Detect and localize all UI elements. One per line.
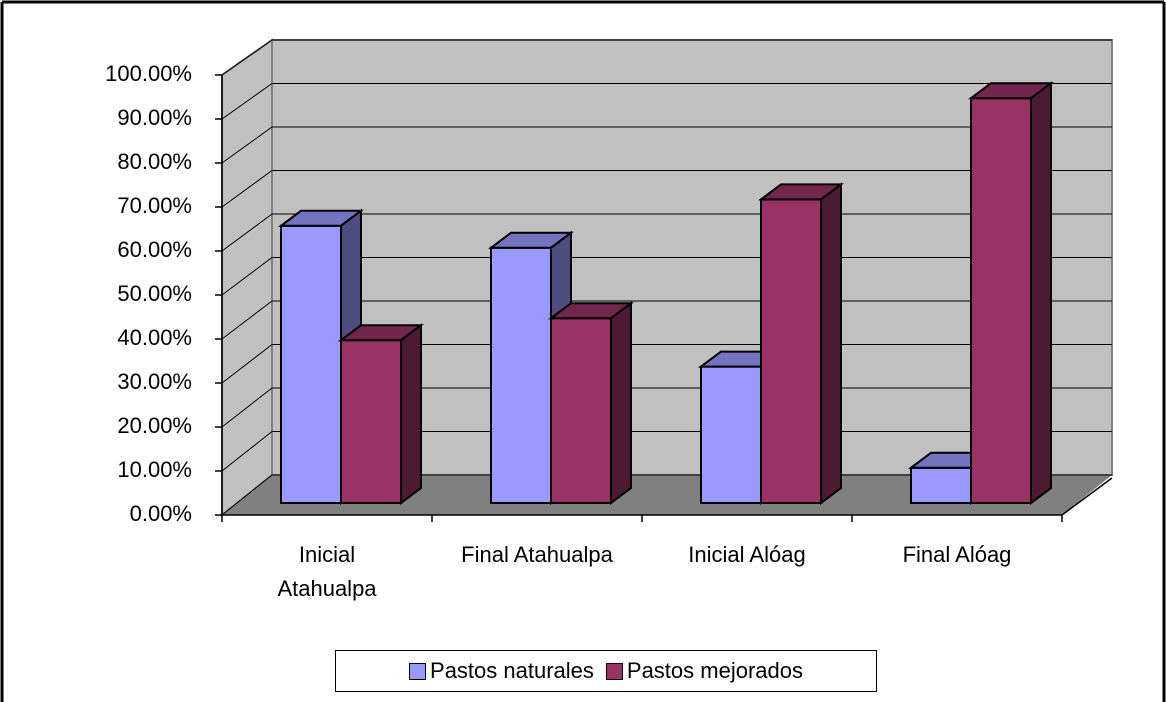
- y-tick-label: 40.00%: [117, 325, 192, 350]
- y-tick-label: 90.00%: [117, 105, 192, 130]
- grid-line: [221, 300, 273, 340]
- y-tick-label: 30.00%: [117, 369, 192, 394]
- bar-front: [910, 466, 972, 504]
- side-wall: [221, 38, 273, 518]
- bar-front: [550, 317, 612, 505]
- legend-item: Pastos mejorados: [605, 658, 803, 684]
- bar-front: [340, 339, 402, 505]
- y-tick-label: 0.00%: [130, 501, 192, 526]
- floor-edge: [1061, 477, 1113, 516]
- grid-line: [221, 39, 273, 76]
- bar-side: [400, 323, 422, 505]
- bar-front: [760, 198, 822, 504]
- legend-item: Pastos naturales: [409, 658, 594, 684]
- bar-front: [700, 365, 762, 504]
- x-tick-label: Inicial Alóag: [688, 542, 806, 567]
- bar-front: [280, 224, 342, 505]
- legend-label: Pastos mejorados: [626, 658, 803, 683]
- grid-line: [221, 344, 273, 384]
- x-tick-label: Final Alóag: [902, 542, 1012, 567]
- grid-line: [221, 257, 273, 296]
- legend-swatch: [409, 662, 427, 680]
- grid-line: [221, 387, 273, 428]
- legend: Pastos naturales Pastos mejorados: [335, 650, 877, 692]
- legend-label: Pastos naturales: [430, 658, 594, 683]
- grid-line: [221, 126, 273, 164]
- legend-swatch: [605, 662, 623, 680]
- y-tick-label: 70.00%: [117, 193, 192, 218]
- grid-line: [221, 474, 273, 516]
- y-tick-label: 80.00%: [117, 149, 192, 174]
- floor: [222, 475, 1112, 515]
- bar-side: [610, 301, 632, 505]
- y-tick-label: 10.00%: [117, 457, 192, 482]
- y-tick-label: 20.00%: [117, 413, 192, 438]
- x-tick-label: Inicial Atahualpa: [277, 542, 377, 601]
- grid-line: [221, 83, 273, 120]
- bar-side: [820, 182, 842, 505]
- bar-front: [490, 246, 552, 504]
- bar-side: [1030, 81, 1052, 505]
- x-tick-label: Final Atahualpa: [461, 542, 613, 567]
- grid-line: [221, 431, 273, 472]
- y-tick-label: 60.00%: [117, 237, 192, 262]
- grid-line: [221, 213, 273, 252]
- y-tick-label: 50.00%: [117, 281, 192, 306]
- bar-front: [970, 97, 1032, 504]
- y-tick-label: 100.00%: [105, 61, 192, 86]
- grid-line: [221, 170, 273, 208]
